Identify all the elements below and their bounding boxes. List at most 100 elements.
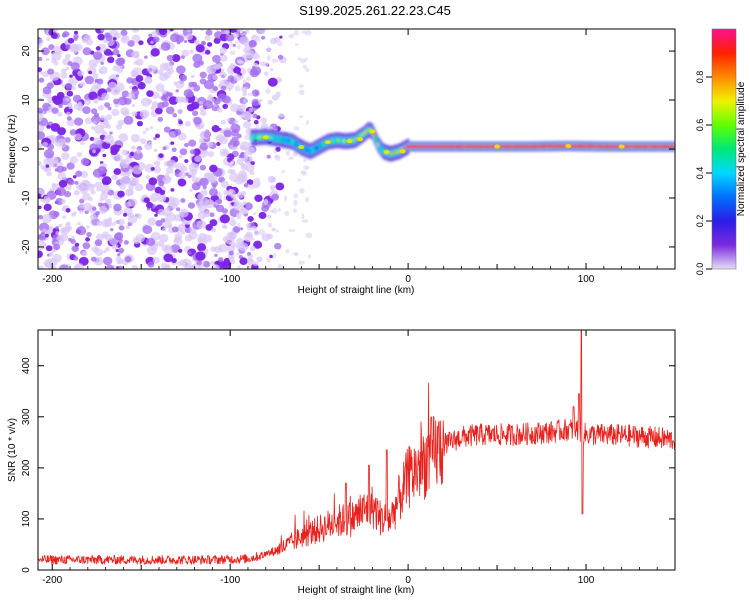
noise-blob [200,110,207,117]
noise-blob [163,71,171,79]
noise-blob [47,68,55,75]
noise-blob [47,143,55,151]
noise-blob [148,33,153,38]
noise-blob [43,203,52,212]
noise-blob [72,94,82,103]
noise-blob [218,63,224,68]
noise-blob [113,98,120,105]
noise-blob [52,96,63,106]
track-core [594,144,598,149]
noise-blob [131,29,140,33]
track-core [269,135,272,140]
noise-blob [64,53,71,59]
noise-blob [303,165,310,171]
noise-blob [196,220,207,229]
track-core [613,144,616,149]
noise-blob [191,182,201,191]
noise-blob [38,97,43,102]
track-core [562,144,565,148]
noise-blob [190,101,200,110]
noise-blob [94,181,103,189]
noise-blob [74,180,79,185]
track-core [256,135,259,139]
track-core [411,144,414,149]
noise-blob [165,167,174,174]
track-core [479,144,483,149]
track-core [610,144,614,149]
noise-blob [125,225,130,229]
noise-blob [58,162,63,166]
noise-blob [118,225,125,231]
noise-blob [269,254,274,259]
noise-blob [298,188,305,194]
noise-blob [205,224,213,231]
noise-blob [39,71,44,75]
noise-blob [38,38,44,46]
noise-blob [160,218,166,223]
track-core [503,144,507,149]
noise-blob [128,184,135,191]
track-core [492,144,495,149]
noise-blob [117,119,125,126]
noise-blob [97,105,105,111]
noise-blob [117,53,121,58]
noise-blob [136,120,143,127]
noise-blob [117,247,125,254]
noise-blob [199,177,209,187]
noise-blob [175,96,184,104]
noise-blob [105,247,110,252]
noise-blob [230,103,240,113]
noise-blob [38,193,42,198]
noise-blob [276,40,283,47]
noise-blob [45,57,50,62]
noise-blob [298,89,305,96]
noise-blob [247,216,254,222]
noise-blob [108,81,117,90]
noise-blob [41,47,50,56]
noise-blob [147,217,157,226]
track-core [556,144,559,148]
track-core [331,139,335,143]
track-core [390,152,393,156]
track-core [661,144,665,149]
noise-blob [192,110,199,117]
noise-blob [239,257,248,266]
noise-blob [198,148,209,158]
track-core [553,144,557,148]
noise-blob [252,212,256,216]
track-core [570,144,574,148]
track-hotspot [494,144,501,149]
noise-blob [142,225,153,235]
noise-blob [249,155,253,162]
noise-blob [58,179,68,188]
y-tick-label: 100 [21,510,32,527]
noise-blob [193,116,202,125]
track-core [374,136,377,140]
noise-blob [213,63,220,70]
noise-blob [84,75,95,85]
track-core [623,144,626,149]
noise-blob [38,250,43,258]
track-core [644,144,648,149]
noise-blob [95,46,101,51]
noise-blob [194,39,200,45]
snr-line [38,330,675,565]
noise-blob [157,102,165,109]
noise-blob [149,126,154,130]
noise-blob [78,202,85,209]
noise-blob [172,113,178,118]
noise-blob [218,243,228,253]
track-core [358,135,362,139]
noise-blob [96,220,103,227]
noise-blob [94,239,103,247]
noise-blob [90,256,97,262]
noise-blob [234,85,241,92]
track-core [634,144,638,149]
noise-blob [293,193,299,199]
noise-blob [102,179,109,186]
track-core [590,144,594,148]
track-core [297,144,300,148]
noise-blob [288,156,294,160]
noise-blob [229,172,240,183]
noise-blob [90,125,96,131]
